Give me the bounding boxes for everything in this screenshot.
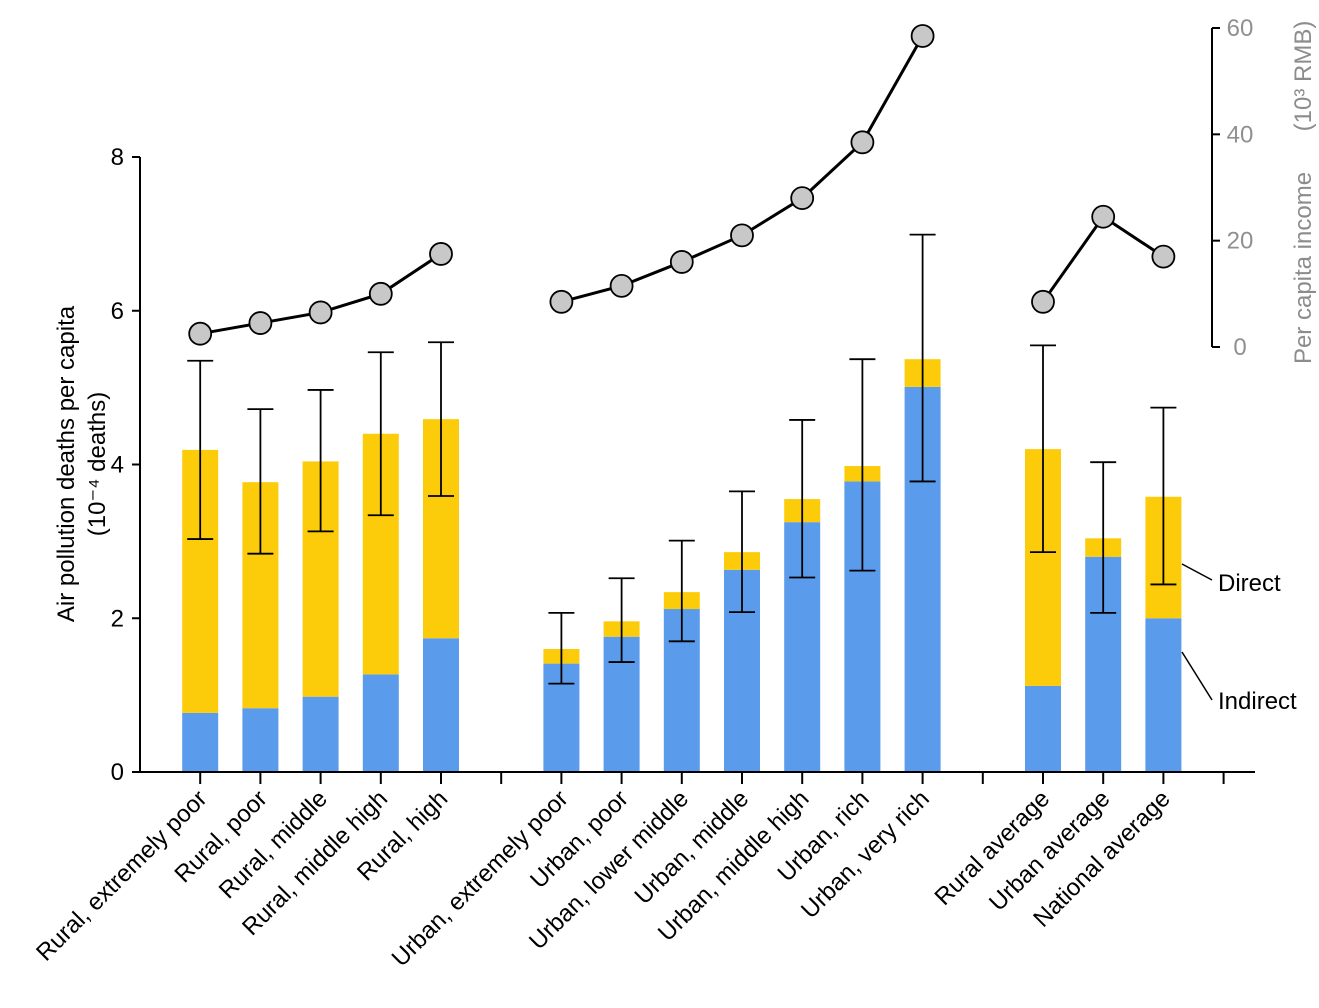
- income-point-rural-poor: [248, 311, 273, 335]
- labels-layer: Air pollution deaths per capita (10⁻⁴ de…: [53, 21, 1317, 715]
- bar-indirect-national-average: [1145, 618, 1182, 772]
- bar-indirect-rural-poor: [242, 708, 279, 772]
- y-tick-label: 2: [111, 605, 124, 632]
- y-axis-title: Air pollution deaths per capita: [53, 305, 80, 622]
- right-axis-title: Per capita income: [1290, 172, 1317, 364]
- annotation-direct: Direct: [1218, 570, 1281, 597]
- income-point-urban-rich: [850, 130, 875, 155]
- income-point-rural-middle: [308, 300, 333, 325]
- income-point-urban-extremely-poor: [549, 289, 574, 314]
- y-tick-label: 4: [111, 452, 124, 479]
- y-tick-label: 0: [111, 759, 124, 786]
- income-point-urban-middle: [730, 223, 754, 248]
- income-point-rural-middle-high: [368, 281, 393, 306]
- income-point-urban-middle-high: [790, 186, 815, 211]
- bar-indirect-rural-middle: [302, 696, 339, 772]
- bar-indirect-rural-middle-high: [362, 674, 399, 772]
- income-point-rural-extremely-poor: [188, 321, 213, 346]
- income-point-urban-poor: [609, 273, 634, 298]
- annotation-direct-leader: [1181, 563, 1213, 581]
- annotation-indirect-leader: [1181, 651, 1213, 701]
- right-tick-label: 60: [1227, 15, 1254, 42]
- y-tick-label: 6: [111, 298, 124, 325]
- income-point-rural-high: [429, 242, 453, 266]
- right-axis-unit: (10³ RMB): [1290, 21, 1317, 132]
- right-tick-label: 0: [1233, 334, 1246, 361]
- income-point-urban-lower-middle: [669, 250, 694, 274]
- bar-indirect-rural-extremely-poor: [182, 712, 219, 772]
- income-point-rural-average: [1031, 289, 1055, 314]
- bars-layer: [182, 359, 1182, 772]
- y-axis-unit: (10⁻⁴ deaths): [84, 392, 111, 536]
- income-point-urban-very-rich: [910, 24, 935, 48]
- y-tick-label: 8: [111, 144, 124, 171]
- income-point-national-average: [1151, 244, 1176, 269]
- income-point-urban-average: [1091, 204, 1116, 229]
- right-tick-label: 20: [1227, 228, 1254, 255]
- income-line-group-2: [561, 35, 924, 304]
- bar-indirect-rural-average: [1025, 685, 1061, 772]
- right-tick-label: 40: [1227, 121, 1254, 148]
- error-bars-layer: [187, 233, 1177, 685]
- income-line-layer: [188, 24, 1176, 346]
- bar-indirect-rural-high: [423, 638, 459, 772]
- annotation-indirect: Indirect: [1218, 688, 1297, 715]
- income-line-group-3: [1041, 214, 1165, 303]
